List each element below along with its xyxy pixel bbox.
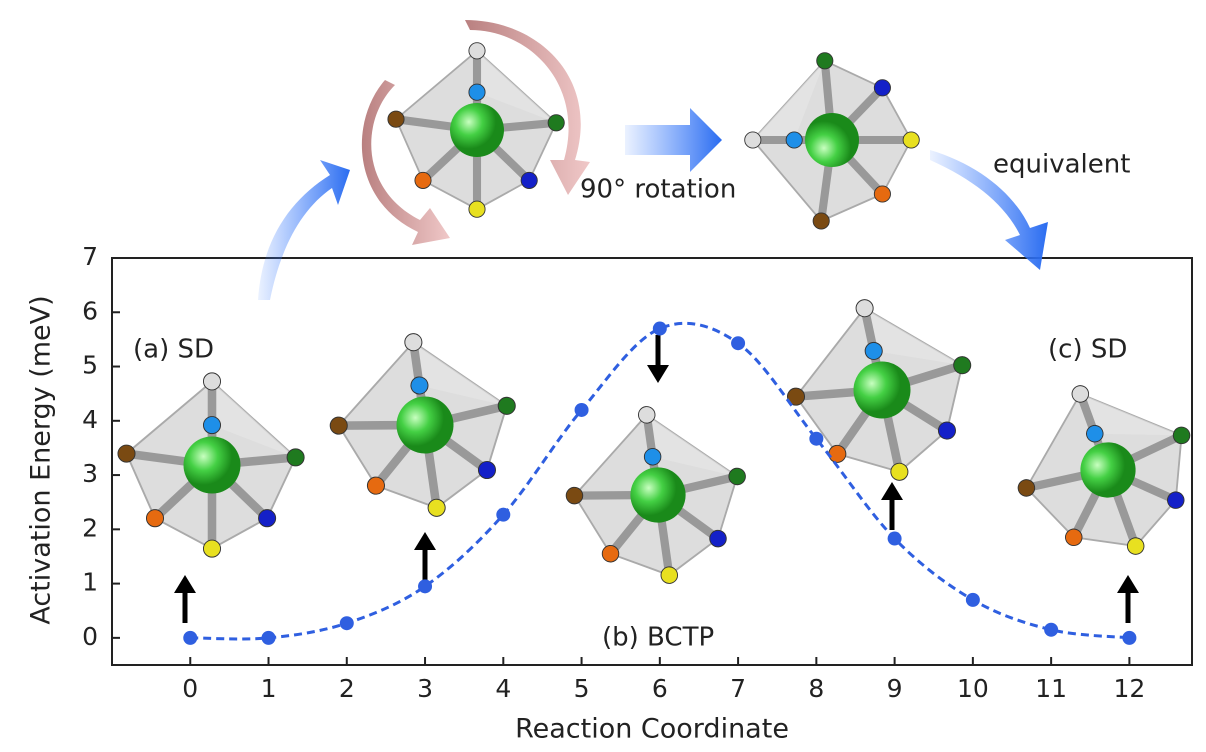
annotation: 90° rotation — [580, 175, 736, 205]
x-tick-label: 6 — [652, 674, 668, 703]
atom — [287, 449, 304, 466]
data-point — [418, 579, 432, 593]
pointer-arrow-head — [647, 365, 669, 383]
atom — [813, 213, 829, 229]
x-tick-label: 3 — [417, 674, 433, 703]
y-tick-label: 4 — [82, 405, 98, 434]
data-point — [1044, 623, 1058, 637]
atom — [203, 373, 220, 390]
y-tick-label: 6 — [82, 296, 98, 325]
atom — [469, 84, 485, 100]
data-point — [809, 432, 823, 446]
y-axis-label: Activation Energy (meV) — [26, 295, 57, 624]
molecule — [771, 281, 991, 500]
central-atom — [805, 113, 859, 167]
x-tick-label: 0 — [182, 674, 198, 703]
molecule — [992, 356, 1206, 585]
atom — [745, 132, 761, 148]
atom — [203, 540, 220, 557]
y-tick-label: 1 — [82, 568, 98, 597]
chart: Reaction Coordinate Activation Energy (m… — [0, 0, 1206, 748]
data-point — [1122, 631, 1136, 645]
atom — [259, 510, 276, 527]
data-point — [340, 616, 354, 630]
x-tick-label: 9 — [887, 674, 903, 703]
annotation: (a) SD — [133, 335, 214, 365]
atom — [521, 172, 537, 188]
x-tick-label: 11 — [1035, 674, 1067, 703]
pointer-arrow-head — [414, 532, 436, 550]
atom — [146, 510, 163, 527]
atom — [469, 201, 485, 217]
atom — [388, 111, 404, 127]
molecule — [388, 43, 564, 218]
pointer-arrow-head — [881, 482, 903, 500]
data-point — [262, 631, 276, 645]
atom — [548, 115, 564, 131]
x-tick-label: 5 — [574, 674, 590, 703]
atom — [786, 132, 802, 148]
annotation: (b) BCTP — [602, 623, 714, 653]
data-point — [183, 631, 197, 645]
atom — [415, 172, 431, 188]
pointer-arrow-head — [174, 575, 196, 593]
atom — [903, 132, 919, 148]
y-tick-label: 0 — [82, 622, 98, 651]
annotation: equivalent — [993, 150, 1130, 180]
atom — [874, 186, 890, 202]
data-point — [496, 508, 510, 522]
data-point — [731, 336, 745, 350]
molecule — [745, 53, 920, 229]
data-point — [966, 593, 980, 607]
x-tick-label: 8 — [808, 674, 824, 703]
y-tick-label: 2 — [82, 513, 98, 542]
data-point — [653, 322, 667, 336]
pointer-arrow-head — [1117, 575, 1139, 593]
data-point — [575, 403, 589, 417]
x-tick-label: 7 — [730, 674, 746, 703]
molecule — [319, 321, 529, 529]
x-tick-label: 4 — [495, 674, 511, 703]
annotation: (c) SD — [1048, 335, 1127, 365]
atom — [874, 80, 890, 96]
x-tick-label: 12 — [1113, 674, 1145, 703]
atom — [203, 417, 220, 434]
molecule — [555, 394, 758, 596]
x-axis-label: Reaction Coordinate — [515, 714, 789, 745]
central-atom — [184, 437, 241, 494]
y-tick-label: 3 — [82, 459, 98, 488]
x-tick-label: 10 — [957, 674, 989, 703]
molecule — [118, 373, 304, 557]
atom — [817, 53, 833, 69]
y-tick-label: 5 — [82, 351, 98, 380]
x-tick-label: 2 — [339, 674, 355, 703]
data-point — [888, 532, 902, 546]
atom — [469, 43, 485, 59]
atom — [118, 445, 135, 462]
x-tick-label: 1 — [261, 674, 277, 703]
central-atom — [450, 103, 504, 157]
y-tick-label: 7 — [82, 242, 98, 271]
